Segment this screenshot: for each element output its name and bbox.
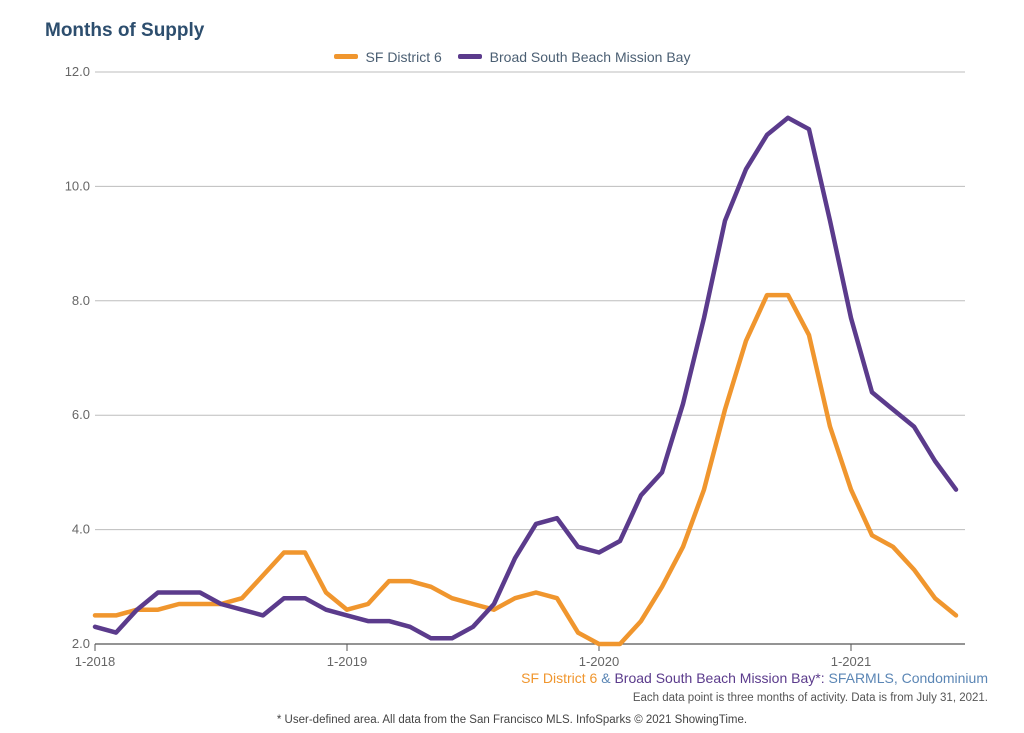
source-ampersand: & (597, 670, 615, 686)
source-broad-south-beach: Broad South Beach Mission Bay (614, 670, 816, 686)
data-note: Each data point is three months of activ… (632, 692, 988, 704)
x-tick-label: 1-2019 (327, 654, 367, 669)
y-tick-label: 10.0 (65, 178, 90, 193)
source-asterisk: *: (815, 670, 829, 686)
x-tick-label: 1-2021 (831, 654, 871, 669)
chart-legend: SF District 6 Broad South Beach Mission … (0, 46, 1024, 65)
y-tick-label: 2.0 (72, 636, 90, 651)
source-sfarmls: SFARMLS, Condominium (828, 670, 988, 686)
y-tick-label: 12.0 (65, 64, 90, 79)
source-sf-district-6: SF District 6 (521, 670, 598, 686)
series-line-broad-south-beach-mission-bay (92, 115, 959, 641)
legend-item-broad-south-beach: Broad South Beach Mission Bay (457, 48, 691, 65)
series-lines (92, 115, 959, 647)
series-line-sf-district-6 (92, 292, 959, 647)
y-tick-label: 8.0 (72, 293, 90, 308)
legend-label-sf-district-6: SF District 6 (365, 48, 442, 65)
y-tick-label: 4.0 (72, 522, 90, 537)
legend-label-broad-south-beach: Broad South Beach Mission Bay (489, 48, 691, 65)
legend-swatch-purple (457, 54, 482, 59)
gridlines (95, 71, 965, 645)
footer-credit: * User-defined area. All data from the S… (276, 714, 748, 726)
y-tick-label: 6.0 (72, 407, 90, 422)
chart-title: Months of Supply (45, 20, 205, 41)
legend-item-sf-district-6: SF District 6 (333, 48, 442, 65)
x-tick-label: 1-2020 (579, 654, 619, 669)
x-tick-label: 1-2018 (75, 654, 115, 669)
axes: 2.0 4.0 6.0 8.0 10.0 12.0 1-2018 1-2019 1-2020 1-… (65, 64, 872, 669)
legend-swatch-orange (333, 54, 358, 59)
source-line: SF District 6 & Broad South Beach Missio… (521, 670, 988, 686)
